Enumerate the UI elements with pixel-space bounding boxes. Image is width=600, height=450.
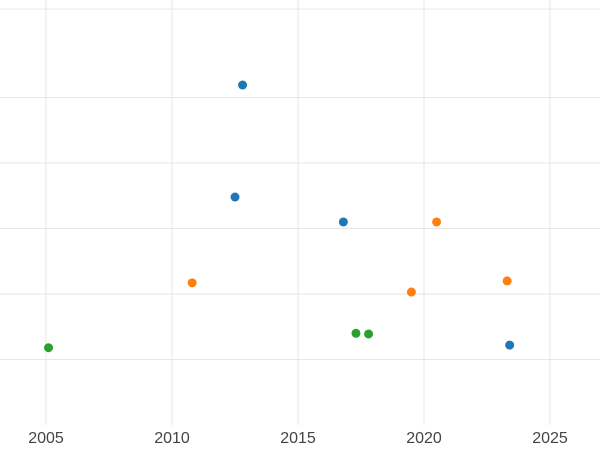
data-point-series-green xyxy=(351,328,361,338)
data-point-series-blue xyxy=(230,192,240,202)
data-point-series-blue xyxy=(338,217,348,227)
x-tick-label: 2015 xyxy=(280,430,316,447)
data-point-series-orange xyxy=(187,278,197,288)
data-point-series-green xyxy=(364,329,374,339)
x-tick-label: 2005 xyxy=(28,430,64,447)
data-point-series-orange xyxy=(406,287,416,297)
data-point-series-green xyxy=(44,343,54,353)
x-tick-label: 2010 xyxy=(154,430,190,447)
data-point-series-blue xyxy=(505,340,515,350)
data-point-series-orange xyxy=(502,276,512,286)
data-point-series-orange xyxy=(432,217,442,227)
x-tick-label: 2025 xyxy=(532,430,568,447)
data-point-series-blue xyxy=(238,80,248,90)
x-tick-label: 2020 xyxy=(406,430,442,447)
